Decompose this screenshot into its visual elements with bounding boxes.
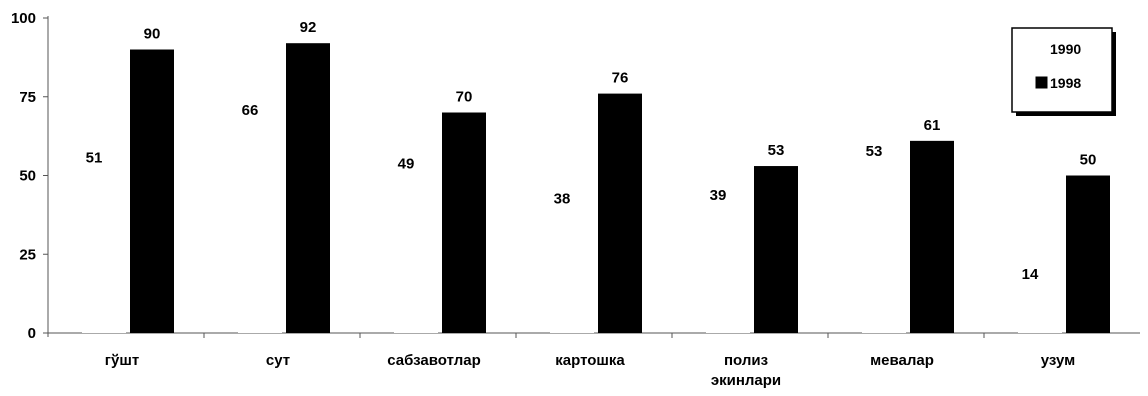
category-labels: гўшт сут сабзавотлар картошка полиз экинлари м…: [105, 352, 1075, 389]
category-label: сут: [266, 352, 290, 369]
data-label-1990: 14: [1022, 266, 1039, 283]
data-label-1998: 53: [768, 142, 785, 159]
legend: 1990 1998: [1011, 27, 1116, 116]
y-tick-label: 100: [11, 10, 36, 27]
category-label: гўшт: [105, 352, 139, 369]
data-label-1990: 66: [242, 102, 259, 119]
category-label: картошка: [555, 352, 625, 369]
y-tick-label: 75: [19, 89, 36, 106]
bar-1990: [394, 178, 438, 333]
bar-1998: [442, 112, 486, 333]
legend-swatch-1998: [1035, 76, 1048, 89]
data-label-1998: 70: [456, 89, 473, 106]
bar-1990: [550, 213, 594, 333]
category-label: мевалар: [870, 352, 934, 369]
y-tick-label: 25: [19, 246, 36, 263]
data-label-1998: 76: [612, 70, 629, 87]
data-label-1998: 90: [144, 26, 161, 43]
data-label-1990: 38: [554, 190, 571, 207]
bar-1998: [754, 166, 798, 333]
bar-1990: [862, 166, 906, 333]
bar-1990: [238, 125, 282, 333]
data-label-1990: 53: [866, 143, 883, 160]
bar-1998: [130, 49, 174, 333]
data-label-1990: 51: [86, 149, 103, 166]
bar-1990: [1018, 288, 1062, 333]
bar-1998: [286, 43, 330, 333]
data-labels: 51 90 66 92 49 70 38 76 39 53 53 61 14 50: [86, 19, 1097, 283]
bar-1998: [910, 140, 954, 333]
data-label-1990: 49: [398, 156, 415, 173]
category-label: узум: [1041, 352, 1075, 369]
category-label: сабзавотлар: [387, 352, 481, 369]
data-label-1998: 92: [300, 19, 317, 36]
legend-label-1990: 1990: [1050, 41, 1081, 57]
data-label-1998: 50: [1080, 152, 1097, 169]
legend-label-1998: 1998: [1050, 75, 1081, 91]
legend-box: [1011, 27, 1113, 113]
data-label-1990: 39: [710, 187, 727, 204]
y-tick-label: 50: [19, 168, 36, 185]
bars: [82, 43, 1110, 333]
data-label-1998: 61: [924, 117, 941, 134]
bar-1990: [706, 210, 750, 333]
legend-swatch-1990: [1036, 43, 1047, 54]
y-tick-label: 0: [28, 325, 36, 342]
category-label: полиз экинлари: [711, 352, 781, 389]
bar-1990: [82, 172, 126, 333]
bar-1998: [1066, 175, 1110, 333]
bar-1998: [598, 93, 642, 333]
axes: 0 25 50 75 100: [11, 10, 1140, 342]
